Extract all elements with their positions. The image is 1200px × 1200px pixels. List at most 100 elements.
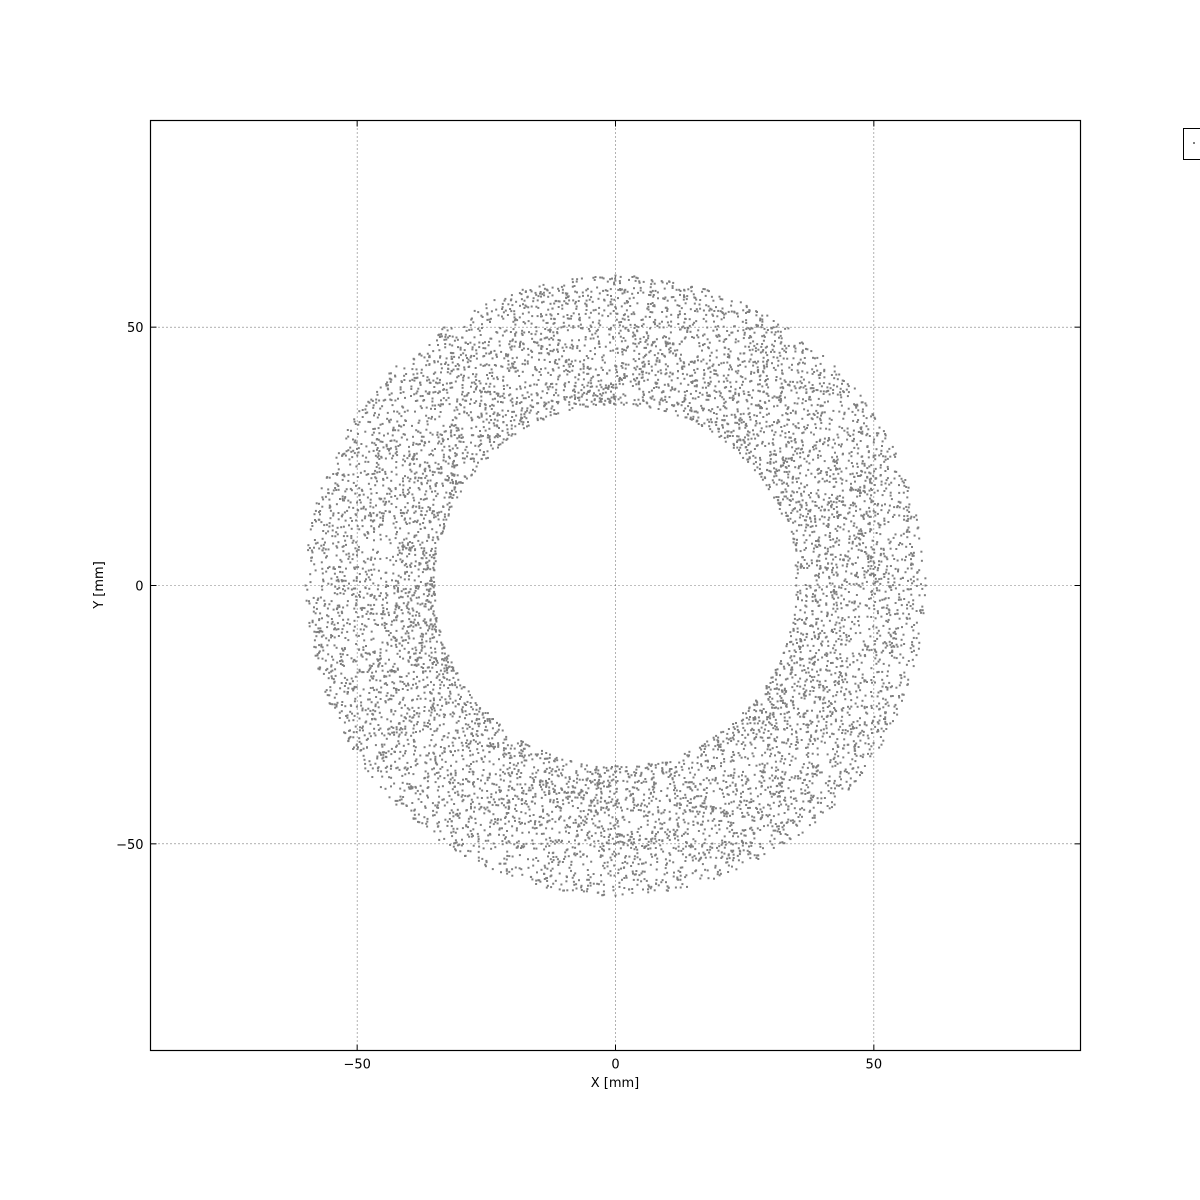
scatter-point	[727, 738, 730, 741]
scatter-point	[650, 838, 653, 841]
scatter-point	[386, 718, 389, 721]
scatter-point	[624, 394, 627, 397]
scatter-point	[705, 787, 708, 789]
scatter-point	[691, 397, 694, 400]
scatter-point	[382, 607, 385, 610]
scatter-point	[557, 394, 560, 397]
scatter-point	[718, 845, 721, 848]
scatter-point	[433, 730, 436, 733]
scatter-point	[789, 436, 792, 439]
scatter-point	[406, 630, 409, 633]
scatter-point	[743, 360, 746, 363]
scatter-point	[574, 376, 577, 379]
scatter-point	[404, 733, 407, 736]
scatter-point	[816, 416, 819, 419]
scatter-point	[341, 497, 344, 500]
scatter-point	[410, 599, 413, 602]
scatter-point	[587, 874, 590, 876]
scatter-point	[521, 349, 524, 351]
scatter-point	[876, 721, 879, 724]
scatter-point	[531, 350, 534, 353]
scatter-point	[864, 471, 867, 474]
scatter-point	[768, 777, 771, 780]
scatter-point	[810, 762, 813, 765]
scatter-point	[633, 378, 635, 381]
scatter-point	[519, 822, 522, 825]
scatter-point	[793, 807, 796, 810]
scatter-point	[749, 380, 752, 383]
scatter-point	[886, 644, 889, 647]
scatter-point	[863, 570, 866, 573]
scatter-point	[372, 512, 375, 515]
scatter-point	[431, 633, 434, 636]
scatter-point	[796, 591, 799, 594]
scatter-point	[383, 624, 386, 627]
scatter-point	[414, 565, 417, 568]
scatter-point	[546, 757, 549, 760]
scatter-point	[343, 497, 346, 500]
scatter-point	[441, 738, 444, 741]
scatter-point	[633, 803, 636, 806]
scatter-point	[755, 733, 758, 736]
scatter-point	[906, 683, 909, 686]
scatter-point	[503, 857, 506, 860]
scatter-point	[850, 572, 853, 575]
scatter-point	[803, 362, 806, 365]
scatter-point	[335, 554, 338, 557]
scatter-point	[903, 671, 906, 674]
scatter-point	[432, 391, 435, 394]
scatter-point	[836, 458, 839, 461]
scatter-point	[742, 420, 745, 423]
scatter-point	[447, 368, 450, 370]
scatter-point	[887, 597, 890, 600]
scatter-point	[360, 443, 363, 445]
scatter-point	[489, 317, 492, 320]
scatter-point	[557, 344, 560, 346]
scatter-point	[884, 482, 887, 485]
scatter-point	[383, 621, 386, 624]
scatter-point	[906, 567, 909, 570]
scatter-point	[615, 818, 618, 820]
scatter-point	[897, 543, 900, 546]
scatter-point	[583, 823, 586, 826]
scatter-point	[469, 402, 472, 405]
scatter-point	[835, 501, 838, 504]
scatter-point	[839, 665, 842, 668]
scatter-point	[789, 457, 792, 460]
scatter-point	[437, 518, 440, 521]
scatter-point	[353, 418, 356, 421]
scatter-point	[802, 687, 805, 690]
scatter-point	[396, 589, 399, 591]
scatter-point	[547, 371, 550, 374]
scatter-point	[632, 358, 635, 361]
scatter-point	[596, 784, 599, 787]
scatter-point	[710, 308, 713, 311]
scatter-point	[506, 437, 509, 440]
scatter-point	[750, 372, 752, 375]
scatter-point	[692, 824, 695, 826]
scatter-point	[581, 393, 584, 396]
scatter-point	[515, 414, 518, 417]
scatter-point	[383, 682, 386, 685]
scatter-point	[660, 391, 663, 394]
scatter-point	[859, 532, 862, 535]
scatter-point	[641, 324, 643, 327]
scatter-point	[382, 598, 384, 601]
scatter-point	[790, 733, 793, 736]
scatter-point	[779, 684, 782, 687]
scatter-point	[551, 773, 554, 776]
scatter-point	[629, 305, 632, 307]
scatter-point	[320, 635, 323, 638]
scatter-point	[635, 846, 637, 849]
scatter-point	[538, 879, 541, 882]
scatter-point	[438, 349, 441, 352]
scatter-point	[602, 845, 605, 847]
scatter-point	[585, 392, 588, 395]
scatter-point	[684, 407, 687, 410]
scatter-point	[797, 598, 799, 601]
scatter-point	[402, 744, 405, 747]
scatter-point	[570, 863, 573, 866]
scatter-point	[713, 369, 716, 372]
scatter-point	[782, 459, 785, 462]
scatter-point	[477, 722, 480, 725]
